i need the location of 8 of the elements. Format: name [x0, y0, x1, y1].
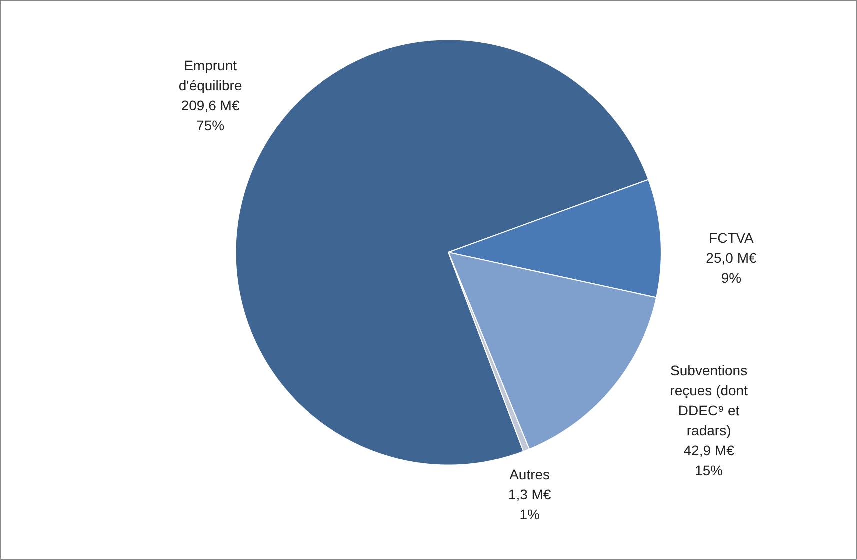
- slice-label: Autres: [510, 466, 550, 483]
- slice-label: Subventions reçues (dont DDEC⁹ et radars): [670, 362, 748, 438]
- slice-label: FCTVA: [709, 230, 755, 246]
- data-label: 42,9 M€ 15%: [684, 442, 735, 478]
- data-label: 25,0 M€ 9%: [706, 250, 757, 286]
- data-label: 1,3 M€ 1%: [508, 486, 552, 523]
- data-label: 209,6 M€ 75%: [181, 98, 240, 134]
- slice-label: Emprunt d'équilibre: [178, 58, 242, 94]
